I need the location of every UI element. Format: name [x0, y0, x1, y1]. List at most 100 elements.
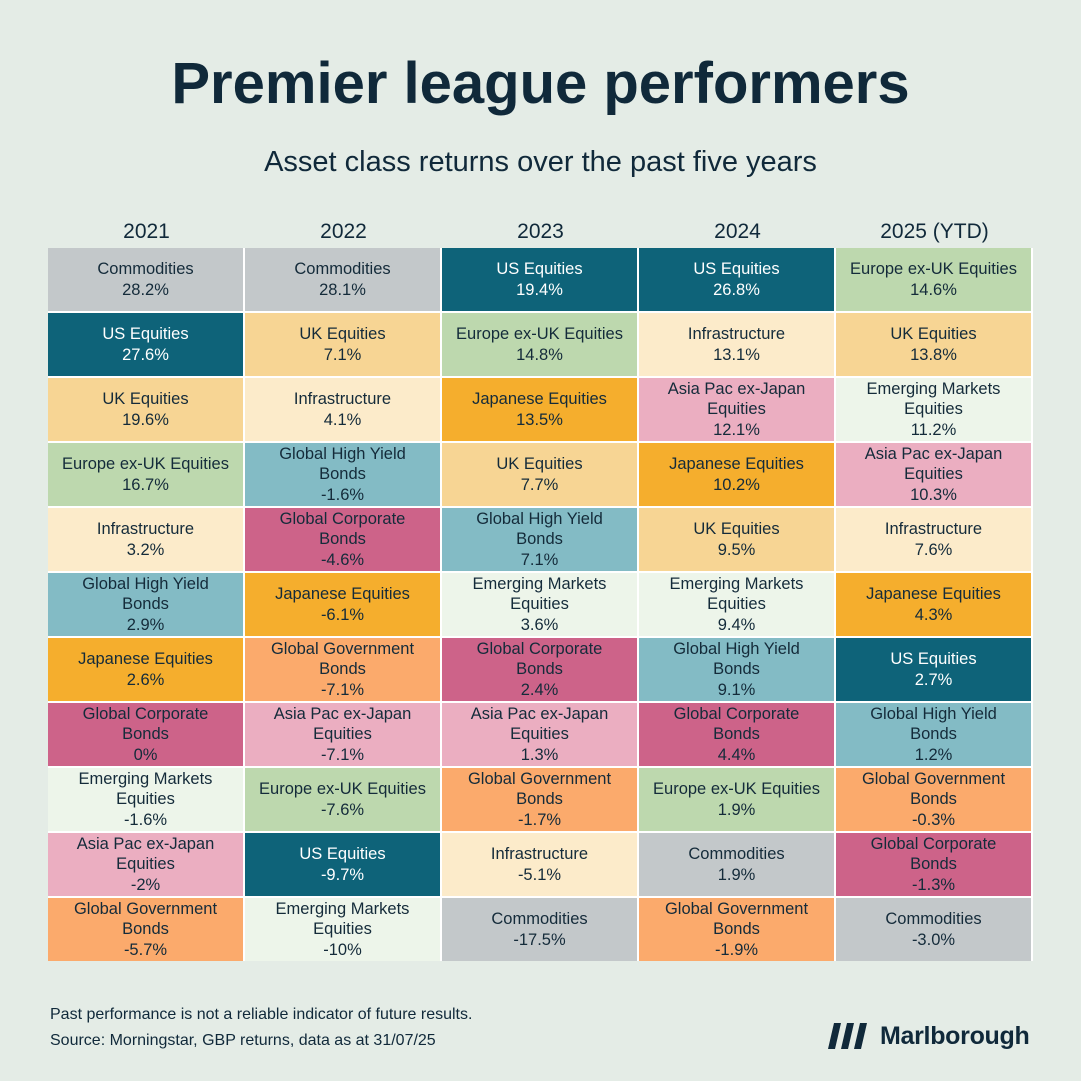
- return-cell: Japanese Equities 13.5%: [442, 378, 637, 441]
- asset-name: Global Corporate: [673, 704, 800, 723]
- disclaimer-text: Past performance is not a reliable indic…: [50, 1006, 473, 1023]
- asset-name: Bonds: [319, 530, 366, 549]
- asset-name: Equities: [510, 725, 569, 744]
- return-cell: Emerging Markets Equities 11.2%: [836, 378, 1031, 441]
- asset-name: Commodities: [688, 845, 785, 863]
- asset-name: Global Government: [861, 769, 1006, 788]
- asset-name: Europe ex-UK Equities: [653, 780, 820, 798]
- asset-name: Bonds: [122, 725, 169, 744]
- return-cell: Commodities -3.0%: [836, 898, 1031, 961]
- asset-name: US Equities: [693, 260, 780, 278]
- asset-name: UK Equities: [299, 325, 386, 343]
- asset-name: Japanese Equities: [669, 455, 804, 473]
- asset-name: UK Equities: [890, 325, 977, 343]
- asset-name: Bonds: [713, 660, 760, 679]
- brand-name: Marlborough: [880, 1021, 1030, 1050]
- asset-name: Infrastructure: [490, 845, 589, 863]
- asset-name: Japanese Equities: [866, 585, 1001, 603]
- return-value: -17.5%: [513, 930, 566, 949]
- return-cell: US Equities 2.7%: [836, 638, 1031, 701]
- return-value: -1.3%: [911, 875, 956, 894]
- return-cell: Global High Yield Bonds -1.6%: [245, 443, 440, 506]
- return-cell: Asia Pac ex-Japan Equities -7.1%: [245, 703, 440, 766]
- asset-name: Bonds: [122, 920, 169, 939]
- return-value: 2.6%: [126, 670, 165, 689]
- return-cell: UK Equities 13.8%: [836, 313, 1031, 376]
- year-header: 2025 (YTD): [880, 220, 989, 243]
- asset-name: Global High Yield: [673, 639, 800, 658]
- asset-name: Global Government: [270, 639, 415, 658]
- return-cell: Asia Pac ex-Japan Equities -2%: [48, 833, 243, 896]
- return-cell: Global Government Bonds -1.9%: [639, 898, 834, 961]
- asset-name: Global High Yield: [82, 574, 209, 593]
- return-cell: Europe ex-UK Equities -7.6%: [245, 768, 440, 831]
- return-cell: Commodities 28.2%: [48, 248, 243, 311]
- asset-name: Commodities: [294, 260, 391, 278]
- return-cell: Commodities 1.9%: [639, 833, 834, 896]
- return-value: 16.7%: [122, 475, 169, 494]
- asset-name: Equities: [707, 595, 766, 614]
- return-cell: US Equities 19.4%: [442, 248, 637, 311]
- return-value: 7.6%: [914, 540, 953, 559]
- return-value: 10.2%: [713, 475, 760, 494]
- marlborough-stripes-icon: [828, 1023, 867, 1049]
- asset-name: Bonds: [713, 725, 760, 744]
- return-cell: Emerging Markets Equities 3.6%: [442, 573, 637, 636]
- return-value: 1.2%: [914, 745, 953, 764]
- asset-name: Emerging Markets: [275, 899, 410, 918]
- asset-name: Bonds: [713, 920, 760, 939]
- asset-name: Europe ex-UK Equities: [850, 260, 1017, 278]
- asset-name: Equities: [116, 790, 175, 809]
- return-value: 1.9%: [717, 800, 756, 819]
- asset-name: Bonds: [516, 530, 563, 549]
- asset-name: Commodities: [97, 260, 194, 278]
- asset-name: Bonds: [122, 595, 169, 614]
- return-value: 2.7%: [914, 670, 953, 689]
- return-value: 13.1%: [713, 345, 760, 364]
- return-cell: Japanese Equities -6.1%: [245, 573, 440, 636]
- return-cell: Global Corporate Bonds -1.3%: [836, 833, 1031, 896]
- asset-name: Asia Pac ex-Japan: [470, 704, 609, 723]
- asset-name: Global Corporate: [476, 639, 603, 658]
- asset-name: Emerging Markets: [866, 379, 1001, 398]
- return-value: -5.7%: [123, 940, 168, 959]
- asset-name: US Equities: [102, 325, 189, 343]
- return-cell: Commodities 28.1%: [245, 248, 440, 311]
- source-text: Source: Morningstar, GBP returns, data a…: [50, 1032, 436, 1049]
- year-header: 2021: [123, 220, 170, 243]
- return-cell: Global Corporate Bonds 2.4%: [442, 638, 637, 701]
- return-value: 4.3%: [914, 605, 953, 624]
- return-value: -7.1%: [320, 680, 365, 699]
- return-value: 2.9%: [126, 615, 165, 634]
- return-cell: US Equities 26.8%: [639, 248, 834, 311]
- return-cell: Commodities -17.5%: [442, 898, 637, 961]
- brand-logo: Marlborough: [828, 1016, 1030, 1056]
- year-header: 2022: [320, 220, 367, 243]
- return-value: 26.8%: [713, 280, 760, 299]
- year-headers: 2021 2022 2023 2024 2025 (YTD): [48, 220, 1033, 246]
- asset-name: Global Government: [664, 899, 809, 918]
- return-value: 13.8%: [910, 345, 957, 364]
- return-cell: US Equities 27.6%: [48, 313, 243, 376]
- return-value: 19.4%: [516, 280, 563, 299]
- return-value: 14.6%: [910, 280, 957, 299]
- asset-name: Commodities: [491, 910, 588, 928]
- return-cell: Japanese Equities 2.6%: [48, 638, 243, 701]
- return-value: -6.1%: [320, 605, 365, 624]
- return-cell: Japanese Equities 10.2%: [639, 443, 834, 506]
- return-value: 13.5%: [516, 410, 563, 429]
- return-cell: Infrastructure 4.1%: [245, 378, 440, 441]
- asset-name: Equities: [116, 855, 175, 874]
- asset-name: Bonds: [319, 465, 366, 484]
- return-cell: Emerging Markets Equities -10%: [245, 898, 440, 961]
- return-cell: UK Equities 9.5%: [639, 508, 834, 571]
- return-cell: Infrastructure 13.1%: [639, 313, 834, 376]
- return-cell: UK Equities 19.6%: [48, 378, 243, 441]
- asset-name: Equities: [313, 920, 372, 939]
- asset-name: Europe ex-UK Equities: [259, 780, 426, 798]
- return-cell: Global High Yield Bonds 1.2%: [836, 703, 1031, 766]
- asset-name: Infrastructure: [884, 520, 983, 538]
- asset-name: Equities: [510, 595, 569, 614]
- asset-name: Equities: [313, 725, 372, 744]
- return-value: -9.7%: [320, 865, 365, 884]
